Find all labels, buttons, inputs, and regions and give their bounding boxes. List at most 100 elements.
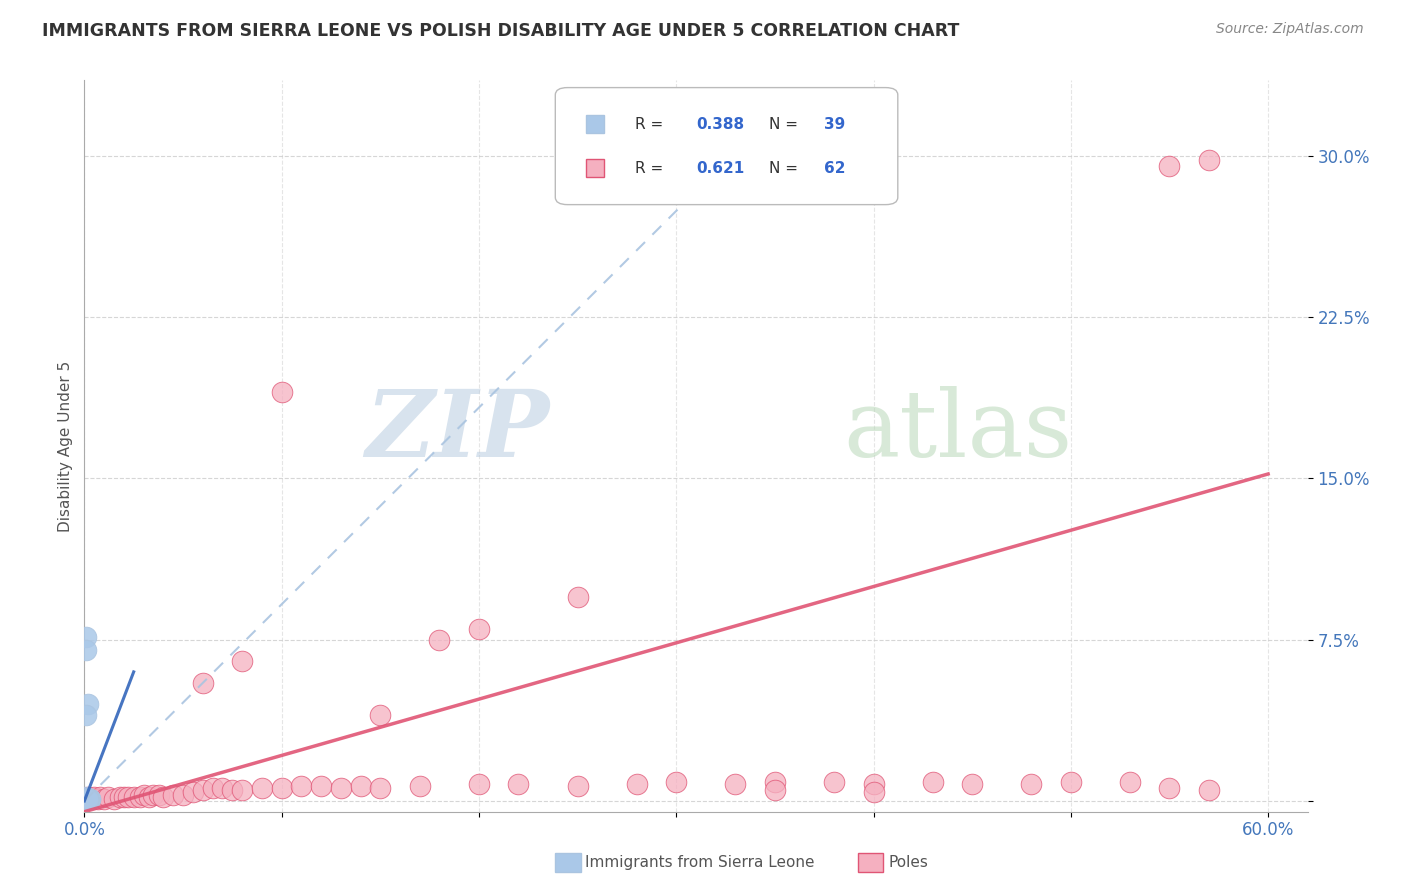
Point (1021, 777, 1043, 791)
Point (75, 792, 97, 806)
Point (132, 788, 155, 802)
Point (77, 792, 100, 806)
Text: R =: R = (636, 161, 668, 176)
Point (1159, 159, 1181, 173)
Point (148, 788, 170, 802)
Point (75, 643, 97, 657)
Point (231, 783, 253, 797)
Point (75, 792, 97, 806)
Point (75, 789, 97, 804)
Point (75, 792, 97, 806)
Point (250, 780, 273, 795)
Point (142, 788, 165, 802)
Point (567, 779, 589, 793)
Point (270, 780, 292, 795)
Point (77, 792, 100, 806)
Point (79, 792, 101, 806)
Text: 0.621: 0.621 (696, 161, 744, 176)
Point (409, 779, 432, 793)
Point (626, 777, 648, 791)
Point (665, 774, 688, 789)
Point (429, 632, 451, 647)
Point (152, 789, 174, 804)
Point (191, 783, 214, 797)
Point (368, 780, 391, 795)
Point (77, 792, 100, 806)
Point (77, 792, 100, 806)
Point (77, 792, 100, 806)
Point (75, 631, 97, 645)
Point (77, 792, 100, 806)
Point (1119, 774, 1142, 789)
Point (1198, 783, 1220, 797)
Point (138, 789, 160, 804)
Text: 39: 39 (824, 117, 845, 132)
Point (75, 792, 97, 806)
Point (75, 792, 97, 806)
Point (172, 788, 194, 802)
Point (77, 792, 100, 806)
Point (79, 792, 101, 806)
Point (75, 792, 97, 806)
Point (77, 792, 100, 806)
Point (93, 792, 115, 806)
Point (508, 777, 530, 791)
Point (75, 792, 97, 806)
Point (77, 792, 100, 806)
Point (191, 675, 214, 690)
Point (89, 789, 111, 804)
Text: ZIP: ZIP (366, 386, 550, 476)
Point (724, 777, 747, 791)
Point (79, 792, 101, 806)
Point (108, 789, 131, 804)
Point (329, 780, 352, 795)
Text: Immigrants from Sierra Leone: Immigrants from Sierra Leone (585, 855, 814, 870)
Point (368, 707, 391, 722)
Point (75, 792, 97, 806)
Point (75, 792, 97, 806)
Point (75, 792, 97, 806)
Point (349, 779, 371, 793)
Point (221, 783, 243, 797)
Point (83, 789, 105, 804)
Y-axis label: Disability Age Under 5: Disability Age Under 5 (58, 360, 73, 532)
Point (763, 774, 786, 789)
Point (162, 788, 184, 802)
Text: 0.388: 0.388 (696, 117, 744, 132)
Point (75, 792, 97, 806)
Bar (586, 115, 605, 133)
Point (87, 792, 110, 806)
Point (75, 792, 97, 806)
Point (270, 385, 292, 400)
Point (77, 792, 100, 806)
Text: IMMIGRANTS FROM SIERRA LEONE VS POLISH DISABILITY AGE UNDER 5 CORRELATION CHART: IMMIGRANTS FROM SIERRA LEONE VS POLISH D… (42, 22, 959, 40)
Point (77, 792, 100, 806)
Point (97, 789, 120, 804)
Point (122, 789, 145, 804)
Point (77, 792, 100, 806)
Point (75, 792, 97, 806)
Point (75, 707, 97, 722)
Point (201, 780, 224, 795)
Point (823, 774, 845, 789)
Text: Source: ZipAtlas.com: Source: ZipAtlas.com (1216, 22, 1364, 37)
Text: R =: R = (636, 117, 668, 132)
Point (75, 792, 97, 806)
Point (862, 777, 884, 791)
Point (309, 779, 332, 793)
Point (112, 789, 135, 804)
Point (960, 777, 983, 791)
Point (231, 654, 253, 668)
Point (1198, 153, 1220, 167)
Point (75, 792, 97, 806)
Point (75, 792, 97, 806)
Point (75, 792, 97, 806)
Text: Poles: Poles (889, 855, 928, 870)
Point (117, 789, 139, 804)
Point (211, 780, 233, 795)
Point (103, 792, 125, 806)
Text: N =: N = (769, 161, 803, 176)
Bar (586, 159, 605, 178)
Text: N =: N = (769, 117, 803, 132)
Point (128, 789, 150, 804)
